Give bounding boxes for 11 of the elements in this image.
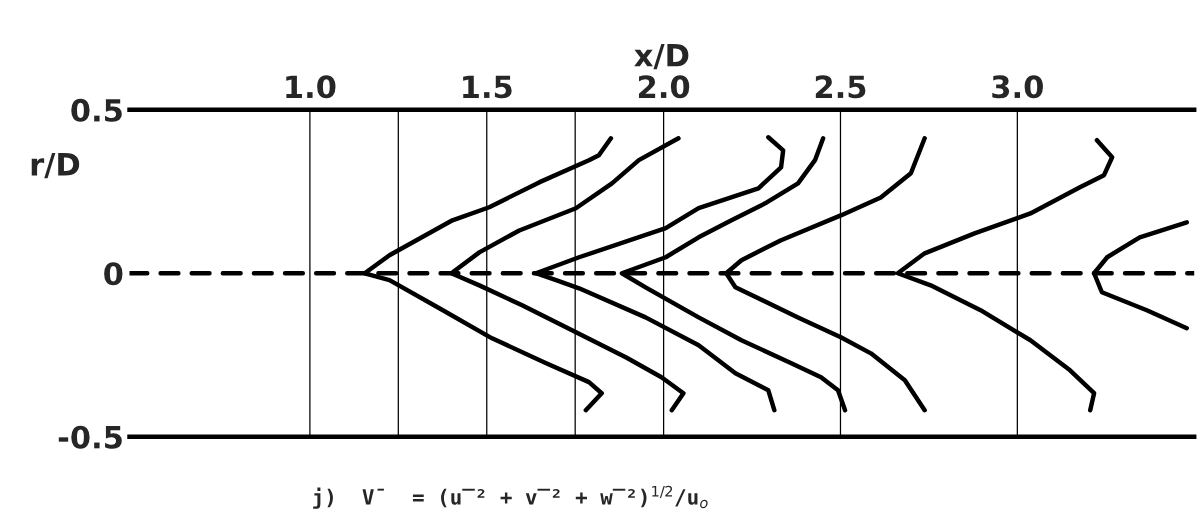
y-tick-label: 0.5: [71, 98, 122, 122]
y-tick-label: 0: [104, 262, 123, 286]
y-tick-label: -0.5: [58, 425, 122, 449]
y-axis-title: r/D: [31, 153, 80, 179]
x-tick-label: 1.0: [286, 75, 336, 99]
x-tick-label: 2.5: [815, 75, 866, 99]
text: j) V̄ = (u̅² + v̅² + w̅²)$^{1/2}$/u$_{o}$: [313, 485, 708, 509]
x-tick-label: 3.0: [992, 75, 1043, 99]
x-axis-title: x/D: [634, 44, 689, 70]
x-tick-label: 1.5: [463, 75, 512, 99]
x-tick-label: 2.0: [638, 75, 690, 99]
